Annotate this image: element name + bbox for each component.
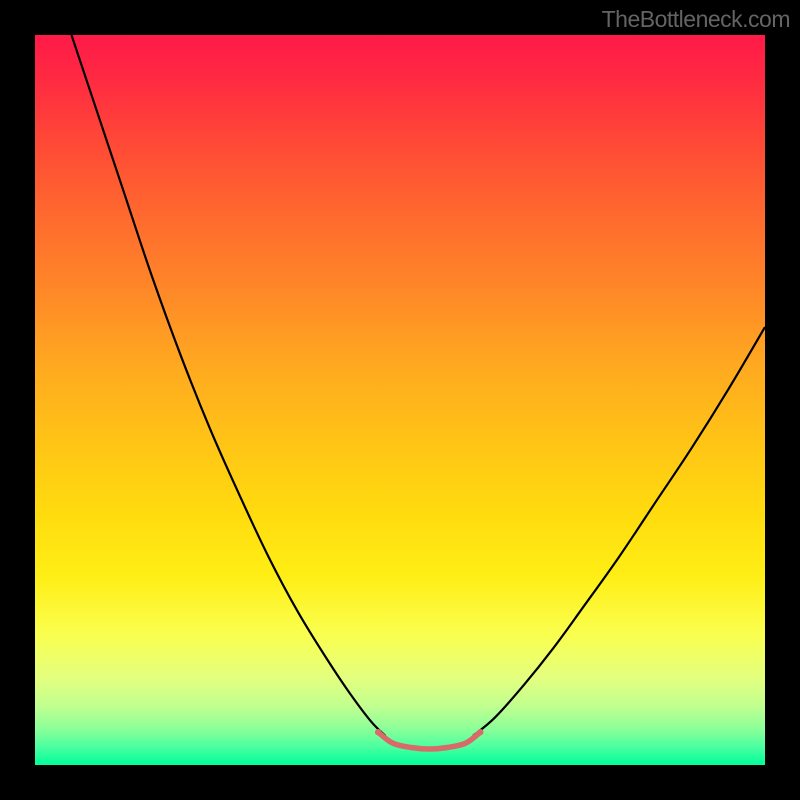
plot-area	[35, 35, 765, 765]
watermark-text: TheBottleneck.com	[602, 6, 790, 33]
curve-bottom-accent	[378, 732, 480, 749]
chart-container: TheBottleneck.com	[0, 0, 800, 800]
curve-left-segment	[72, 35, 386, 736]
accent-endpoint-left	[375, 729, 381, 735]
curve-right-segment	[473, 327, 765, 736]
accent-endpoint-right	[477, 729, 483, 735]
bottleneck-curve	[35, 35, 765, 765]
